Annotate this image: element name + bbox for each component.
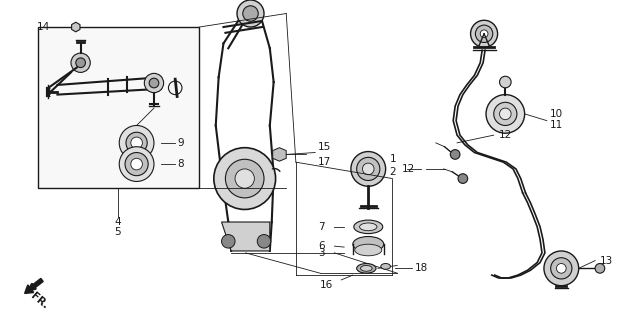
- Circle shape: [493, 102, 517, 126]
- Circle shape: [149, 78, 159, 88]
- Circle shape: [214, 148, 276, 209]
- Circle shape: [235, 169, 254, 188]
- Circle shape: [486, 95, 525, 133]
- Text: 5: 5: [115, 227, 121, 237]
- FancyArrow shape: [24, 278, 43, 294]
- Circle shape: [595, 264, 605, 273]
- Circle shape: [500, 76, 511, 88]
- Text: 14: 14: [37, 22, 51, 32]
- Ellipse shape: [381, 264, 390, 269]
- Ellipse shape: [356, 264, 376, 273]
- Ellipse shape: [360, 223, 377, 231]
- Ellipse shape: [360, 265, 372, 271]
- Circle shape: [131, 137, 142, 149]
- Circle shape: [145, 73, 164, 93]
- Text: 7: 7: [318, 222, 324, 232]
- Circle shape: [351, 151, 386, 186]
- Text: 9: 9: [177, 138, 184, 148]
- Text: 2: 2: [390, 167, 396, 177]
- Ellipse shape: [354, 220, 383, 233]
- Circle shape: [458, 174, 468, 183]
- Circle shape: [119, 126, 154, 160]
- Circle shape: [362, 163, 374, 175]
- Text: 11: 11: [550, 121, 563, 131]
- Text: FR.: FR.: [29, 290, 50, 311]
- Circle shape: [125, 152, 148, 176]
- Ellipse shape: [355, 244, 382, 256]
- Text: 16: 16: [320, 280, 333, 290]
- Text: 3: 3: [318, 248, 324, 258]
- Text: 18: 18: [415, 263, 428, 273]
- Text: 1: 1: [390, 154, 396, 164]
- Text: 10: 10: [550, 109, 563, 119]
- Circle shape: [480, 30, 488, 38]
- Text: 12: 12: [402, 164, 415, 174]
- Polygon shape: [38, 27, 199, 188]
- Circle shape: [451, 150, 460, 159]
- Text: 4: 4: [115, 217, 121, 227]
- Circle shape: [557, 264, 566, 273]
- Polygon shape: [273, 148, 286, 161]
- Circle shape: [225, 159, 264, 198]
- Circle shape: [76, 58, 86, 68]
- Ellipse shape: [353, 237, 384, 252]
- Circle shape: [71, 53, 90, 72]
- Circle shape: [470, 20, 498, 47]
- Circle shape: [476, 25, 493, 43]
- Circle shape: [257, 234, 271, 248]
- Circle shape: [544, 251, 579, 286]
- Text: 12: 12: [499, 130, 512, 140]
- Circle shape: [243, 6, 258, 21]
- Circle shape: [356, 157, 380, 181]
- Circle shape: [500, 108, 511, 120]
- Circle shape: [131, 158, 142, 170]
- Circle shape: [237, 0, 264, 27]
- Text: 17: 17: [318, 157, 332, 167]
- Polygon shape: [221, 222, 270, 251]
- Text: 13: 13: [600, 256, 613, 266]
- Polygon shape: [72, 22, 80, 32]
- Text: 15: 15: [318, 142, 332, 152]
- Text: 8: 8: [177, 159, 184, 169]
- Circle shape: [221, 234, 235, 248]
- Circle shape: [550, 258, 572, 279]
- Circle shape: [119, 147, 154, 182]
- Text: 6: 6: [318, 241, 324, 251]
- Circle shape: [126, 132, 147, 153]
